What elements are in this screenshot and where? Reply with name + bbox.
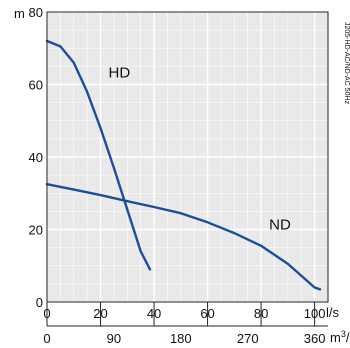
series-label-nd: ND — [269, 217, 291, 234]
y-tick-label: 0 — [36, 295, 43, 310]
x2-tick-label: 360 — [304, 331, 326, 346]
series-labels: HD ND — [109, 64, 291, 233]
x2-tick-label: 90 — [107, 331, 121, 346]
x2-tick-label: 0 — [43, 331, 50, 346]
curve-hd — [45, 39, 152, 271]
curve-nd — [45, 183, 322, 291]
x2-tick-label: 270 — [237, 331, 259, 346]
model-side-note: J205-HD-AC/ND-AC 50Hz — [343, 22, 350, 105]
y-tick-label: 20 — [29, 223, 43, 238]
curves — [45, 39, 322, 291]
x2-tick-label: 180 — [170, 331, 192, 346]
x-unit-label: l/s — [326, 305, 340, 320]
series-label-hd: HD — [109, 64, 131, 81]
y-unit-label: m — [14, 6, 25, 21]
y-tick-labels: 0 20 40 60 80 — [29, 5, 43, 310]
y-tick-label: 60 — [29, 78, 43, 93]
plot-frame — [46, 11, 329, 303]
x2-tick-labels: 0 90 180 270 360 — [43, 331, 325, 346]
x-tick-marks — [46, 302, 328, 327]
x2-unit-label: m3/h — [330, 329, 350, 345]
y-tick-label: 40 — [29, 150, 43, 165]
y-tick-label: 80 — [29, 5, 43, 20]
